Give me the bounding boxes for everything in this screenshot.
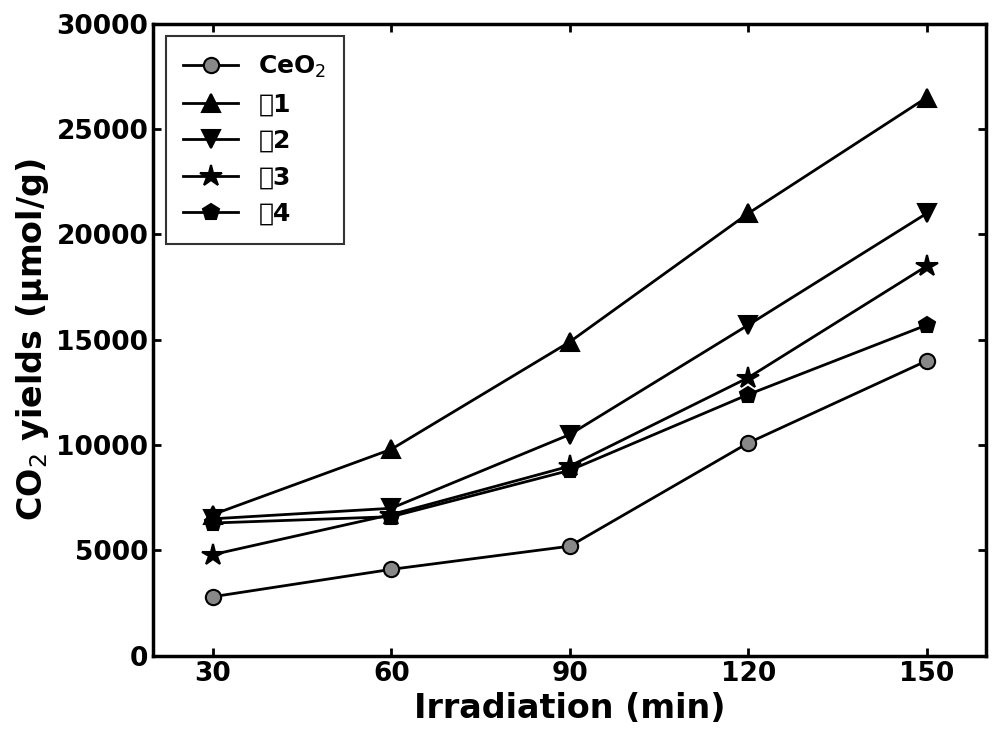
Y-axis label: CO$_2$ yields (μmol/g): CO$_2$ yields (μmol/g) (14, 158, 51, 521)
Legend: CeO$_2$, 你1, 你2, 你3, 你4: CeO$_2$, 你1, 你2, 你3, 你4 (166, 36, 344, 244)
X-axis label: Irradiation (min): Irradiation (min) (414, 692, 725, 725)
